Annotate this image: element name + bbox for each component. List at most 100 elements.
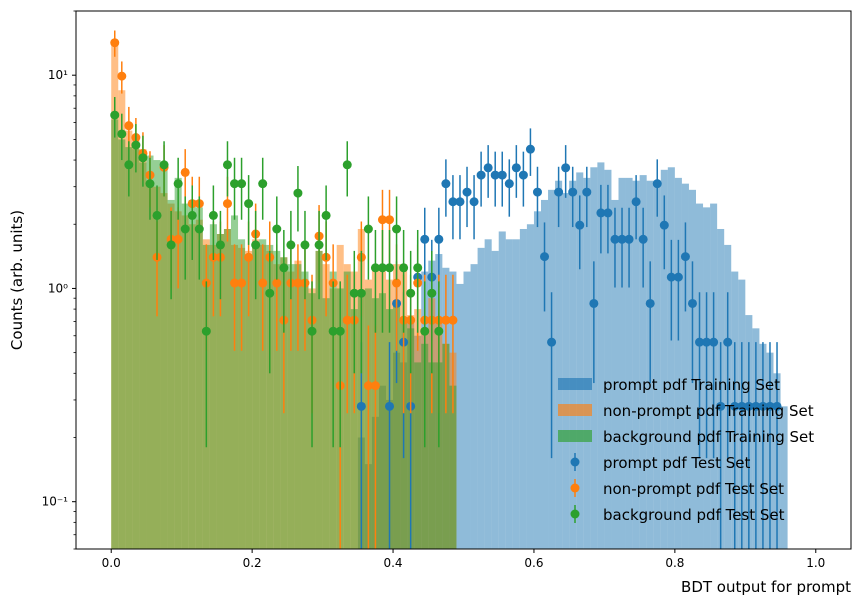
data-point bbox=[392, 278, 402, 288]
hist-bar bbox=[350, 309, 358, 549]
hist-bar bbox=[132, 149, 140, 549]
hist-bar bbox=[618, 177, 626, 549]
data-point bbox=[173, 179, 183, 189]
legend-entry: background pdf Training Set bbox=[558, 428, 814, 446]
hist-bar bbox=[174, 177, 182, 549]
data-point bbox=[758, 401, 768, 411]
legend-label: prompt pdf Training Set bbox=[603, 376, 780, 394]
data-point bbox=[159, 160, 169, 170]
data-point bbox=[131, 140, 141, 150]
data-point bbox=[737, 401, 747, 411]
hist-bar bbox=[231, 215, 239, 549]
data-point bbox=[370, 263, 380, 273]
hist-bar bbox=[435, 362, 443, 549]
data-point bbox=[462, 187, 472, 197]
data-point bbox=[751, 401, 761, 411]
data-point bbox=[272, 278, 282, 288]
data-point bbox=[370, 381, 380, 391]
legend-entry: prompt pdf Test Set bbox=[570, 453, 750, 472]
legend: prompt pdf Training Set non-prompt pdf Tr… bbox=[558, 376, 814, 524]
hist-bar bbox=[512, 239, 520, 549]
data-point bbox=[251, 240, 261, 250]
data-point bbox=[568, 187, 578, 197]
data-point bbox=[286, 240, 296, 250]
hist-bar bbox=[153, 160, 161, 549]
data-point bbox=[659, 220, 669, 230]
data-point bbox=[293, 188, 303, 198]
hist-bar bbox=[456, 283, 464, 549]
data-point bbox=[511, 163, 521, 173]
data-point bbox=[575, 220, 585, 230]
data-point bbox=[673, 272, 683, 282]
hist-bar bbox=[562, 193, 570, 549]
hist-bar bbox=[505, 239, 513, 549]
data-point bbox=[596, 208, 606, 218]
hist-bar bbox=[555, 180, 563, 549]
hist-bar bbox=[519, 228, 527, 549]
data-point bbox=[363, 224, 373, 234]
data-point bbox=[244, 199, 254, 209]
data-point bbox=[525, 144, 535, 154]
data-point bbox=[145, 179, 155, 189]
y-tick-label: 10⁰ bbox=[48, 281, 68, 295]
data-point bbox=[258, 278, 268, 288]
hist-bar bbox=[252, 244, 260, 549]
axes-frame bbox=[75, 10, 852, 550]
data-point bbox=[321, 210, 331, 220]
hist-bar bbox=[533, 211, 541, 549]
data-point bbox=[504, 179, 514, 189]
hist-bar bbox=[449, 385, 457, 549]
data-point bbox=[427, 288, 437, 298]
data-point bbox=[434, 234, 444, 244]
data-point bbox=[638, 234, 648, 244]
data-point bbox=[716, 401, 726, 411]
data-point bbox=[702, 337, 712, 347]
data-point bbox=[666, 272, 676, 282]
data-point bbox=[222, 160, 232, 170]
hist-bar bbox=[597, 162, 605, 549]
data-point bbox=[687, 298, 697, 308]
hist-bar bbox=[428, 362, 436, 549]
data-point bbox=[624, 234, 634, 244]
hist-bar bbox=[139, 162, 147, 549]
data-point bbox=[730, 401, 740, 411]
data-point bbox=[363, 381, 373, 391]
data-point bbox=[385, 401, 395, 411]
y-tick-label: 10⁻¹ bbox=[42, 495, 69, 509]
data-point bbox=[335, 326, 345, 336]
data-point bbox=[455, 197, 465, 207]
data-point bbox=[230, 278, 240, 288]
hist-bar bbox=[287, 264, 295, 549]
data-point bbox=[385, 215, 395, 225]
legend-swatch bbox=[558, 378, 592, 390]
hist-bar bbox=[639, 175, 647, 549]
hist-bar bbox=[266, 244, 274, 549]
hist-bar bbox=[245, 257, 253, 549]
hist-bar bbox=[660, 169, 668, 549]
hist-bar bbox=[259, 239, 267, 549]
data-point bbox=[497, 170, 507, 180]
data-point bbox=[117, 129, 127, 139]
x-tick-label: 0.6 bbox=[524, 556, 543, 570]
legend-label: background pdf Training Set bbox=[603, 428, 814, 446]
hist-bar bbox=[780, 406, 788, 549]
hist-bar bbox=[653, 180, 661, 549]
data-point bbox=[709, 337, 719, 347]
legend-swatch bbox=[558, 404, 592, 416]
hist-bar bbox=[541, 199, 549, 549]
errorbar-series-2 bbox=[110, 97, 444, 448]
data-point bbox=[215, 240, 225, 250]
data-point bbox=[356, 401, 366, 411]
data-point bbox=[540, 252, 550, 262]
data-point bbox=[765, 401, 775, 411]
data-point bbox=[208, 210, 218, 220]
data-point bbox=[448, 197, 458, 207]
data-point bbox=[272, 224, 282, 234]
data-point bbox=[476, 170, 486, 180]
hist-bar bbox=[625, 177, 633, 549]
hist-bar bbox=[611, 199, 619, 549]
data-point bbox=[124, 160, 134, 170]
data-point bbox=[342, 315, 352, 325]
hist-bar bbox=[273, 250, 281, 549]
data-point bbox=[617, 234, 627, 244]
